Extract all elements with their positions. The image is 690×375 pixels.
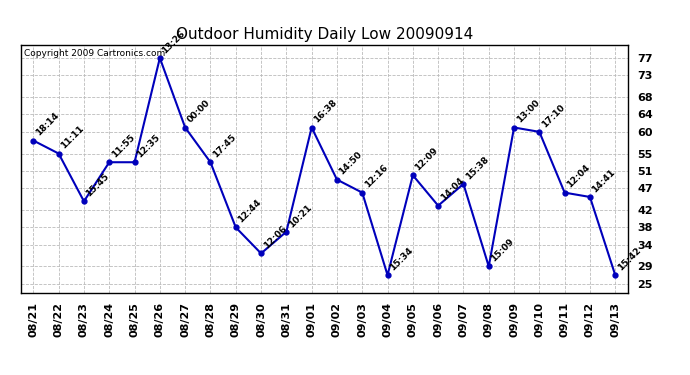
Text: 14:04: 14:04	[439, 176, 466, 203]
Text: 11:55: 11:55	[110, 133, 137, 159]
Text: Copyright 2009 Cartronics.com: Copyright 2009 Cartronics.com	[23, 49, 165, 58]
Text: 12:44: 12:44	[237, 198, 263, 225]
Text: 15:34: 15:34	[388, 246, 415, 272]
Text: 13:26: 13:26	[161, 28, 187, 55]
Text: 15:38: 15:38	[464, 154, 491, 181]
Title: Outdoor Humidity Daily Low 20090914: Outdoor Humidity Daily Low 20090914	[176, 27, 473, 42]
Text: 12:04: 12:04	[565, 163, 592, 190]
Text: 12:09: 12:09	[413, 146, 440, 172]
Text: 00:00: 00:00	[186, 99, 212, 125]
Text: 12:06: 12:06	[262, 224, 288, 251]
Text: 14:50: 14:50	[337, 150, 364, 177]
Text: 14:41: 14:41	[591, 168, 618, 194]
Text: 15:09: 15:09	[489, 237, 516, 264]
Text: 12:35: 12:35	[135, 133, 161, 159]
Text: 13:00: 13:00	[515, 98, 541, 125]
Text: 16:38: 16:38	[313, 98, 339, 125]
Text: 17:10: 17:10	[540, 102, 566, 129]
Text: 12:16: 12:16	[363, 163, 389, 190]
Text: 10:21: 10:21	[287, 202, 313, 229]
Text: 11:11: 11:11	[59, 124, 86, 151]
Text: 15:45: 15:45	[85, 172, 111, 199]
Text: 18:14: 18:14	[34, 111, 61, 138]
Text: 17:45: 17:45	[211, 133, 238, 159]
Text: 15:42: 15:42	[616, 246, 642, 272]
